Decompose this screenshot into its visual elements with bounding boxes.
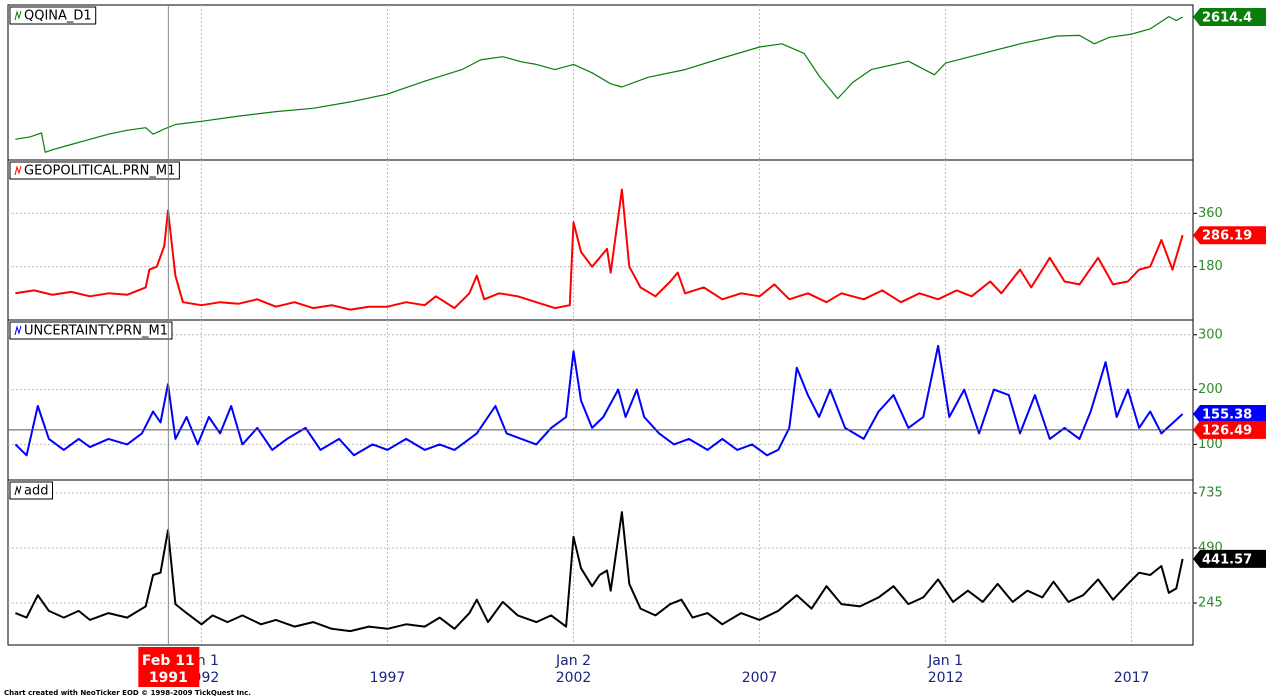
panel-title-box: [9, 161, 180, 180]
panel-title-box: [9, 6, 97, 25]
last-value-tag: 155.38: [1202, 408, 1252, 423]
last-value-tag: 286.19: [1202, 229, 1252, 244]
panel-icon: [14, 485, 22, 496]
panel-title: UNCERTAINTY.PRN_M1: [24, 324, 168, 339]
last-value-tag-bg: [1193, 226, 1266, 245]
y-tick-label: 100: [1198, 437, 1223, 452]
series-line: [15, 16, 1183, 153]
last-value-tag-bg: [1193, 549, 1266, 568]
y-tick-label: 200: [1198, 382, 1223, 397]
crosshair-value-tag: 126.49: [1202, 423, 1252, 438]
last-value-tag: 2614.4: [1202, 10, 1252, 25]
panel-icon: [14, 325, 22, 336]
series-line: [15, 511, 1184, 633]
x-tick-label: 1997: [370, 670, 406, 686]
y-tick-label: 300: [1198, 327, 1223, 342]
panel-title: QQINA_D1: [24, 9, 92, 24]
last-value-tag-bg: [1193, 405, 1266, 424]
series-line: [14, 344, 1184, 457]
last-value-tag: 441.57: [1202, 552, 1252, 567]
last-value-tag-bg: [1193, 7, 1266, 26]
panel-icon: [14, 165, 22, 176]
crosshair-date: Feb 11: [142, 653, 195, 669]
y-tick-label: 245: [1198, 596, 1223, 611]
x-tick-label: 2002: [556, 670, 592, 686]
crosshair-year: 1991: [149, 670, 188, 686]
x-tick-date: Jan 2: [555, 653, 591, 669]
panel-title-box: [9, 321, 173, 340]
x-tick-label: 2017: [1114, 670, 1150, 686]
x-tick-date: Jan 1: [927, 653, 963, 669]
crosshair-date-box: [138, 647, 200, 687]
x-tick-label: 2007: [742, 670, 778, 686]
y-tick-label: 735: [1198, 486, 1223, 501]
footer: Chart created with NeoTicker EOD © 1998-…: [4, 689, 251, 697]
y-tick-label: 360: [1198, 206, 1223, 221]
panel-icon: [14, 10, 22, 21]
series-line: [15, 188, 1184, 311]
panel-title: add: [24, 484, 48, 499]
y-tick-label: 180: [1198, 259, 1223, 274]
crosshair-value-tag-bg: [1193, 420, 1266, 439]
x-tick-label: 2012: [928, 670, 964, 686]
panel-title: GEOPOLITICAL.PRN_M1: [24, 164, 175, 179]
